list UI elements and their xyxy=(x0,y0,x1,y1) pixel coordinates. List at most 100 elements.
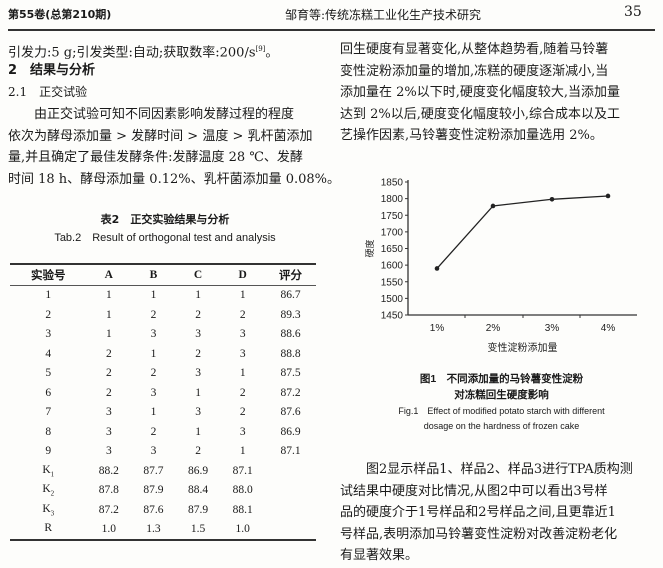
paragraph-tpa: 图2显示样品1、样品2、样品3进行TPA质构测 试结果中硬度对比情况,从图2中可… xyxy=(340,459,633,567)
table-row: 1 1 1 1 1 86.7 xyxy=(10,285,316,305)
section-heading: 2 结果与分析 xyxy=(8,63,96,78)
header-rule xyxy=(8,29,655,31)
y-tick-label: 1750 xyxy=(381,211,404,222)
figure-caption-en-1: Fig.1 Effect of modified potato starch w… xyxy=(398,406,605,416)
label-text: K xyxy=(42,463,51,476)
table-cell xyxy=(265,461,316,481)
text-line: 依次为酵母添加量 > 发酵时间 > 温度 > 乳杆菌添加 xyxy=(8,128,313,144)
y-tick-label: 1600 xyxy=(381,261,404,272)
table-cell: 88.1 xyxy=(232,503,253,516)
text-line: 时间 18 h、酵母添加量 0.12%、乳杆菌添加量 0.08%。 xyxy=(8,171,341,187)
table-title-en: Tab.2 Result of orthogonal test and anal… xyxy=(54,232,276,244)
running-title: 邹育等:传统冻糕工业化生产技术研究 xyxy=(285,8,482,22)
table-cell: 3 xyxy=(195,367,201,380)
text-line: 品的硬度介于1号样品和2号样品之间,且更靠近1 xyxy=(340,505,616,520)
table-cell: 2 xyxy=(150,308,157,321)
paragraph-hardness: 回生硬度有显著变化,从整体趋势看,随着马铃薯 变性淀粉添加量的增加,冻糕的硬度逐… xyxy=(340,39,620,147)
x-tick-label: 1% xyxy=(430,323,445,334)
table-cell xyxy=(265,481,316,501)
text-line: 图2显示样品1、样品2、样品3进行TPA质构测 xyxy=(340,462,633,477)
table-cell: 1 xyxy=(150,289,157,302)
series-line xyxy=(436,195,609,269)
table-cell: 3 xyxy=(195,328,201,341)
table-cell: 2 xyxy=(105,347,112,360)
table-cell: 3 xyxy=(105,445,112,458)
table-cell: 3 xyxy=(239,347,246,360)
method-line: 引发力:5 g;引发类型:自动;获取数率:200/s[9]。 xyxy=(8,39,278,64)
table-header-row: 实验号 A B C D 评分 xyxy=(10,264,316,285)
citation: [9] xyxy=(255,45,266,53)
table-cell: 7 xyxy=(45,406,52,419)
summary-row: K3 87.2 87.6 87.9 88.1 xyxy=(10,500,316,520)
summary-row: K1 88.2 87.7 86.9 87.1 xyxy=(10,461,316,481)
table-cell: 87.9 xyxy=(143,484,164,497)
y-axis-label: 硬度 xyxy=(364,239,376,257)
table-cell: 1 xyxy=(45,289,52,302)
table-cell: 9 xyxy=(45,445,52,458)
table-cell: 88.0 xyxy=(232,484,253,497)
text-line: 试结果中硬度对比情况,从图2中可以看出3号样 xyxy=(340,483,608,499)
y-tick-label: 1550 xyxy=(381,277,404,288)
table-cell: 1.3 xyxy=(146,523,161,536)
table-cell: 3 xyxy=(105,406,112,419)
table-row: 9 3 3 2 1 87.1 xyxy=(10,442,316,462)
table-cell: 87.2 xyxy=(98,503,119,516)
table-cell: 8 xyxy=(45,425,52,438)
table-cell: 1 xyxy=(105,328,112,341)
label-text: K xyxy=(42,483,51,496)
table-cell: 3 xyxy=(150,328,157,341)
column-header: A xyxy=(104,268,113,281)
label-subscript: 3 xyxy=(50,508,55,517)
figure-caption-cn-1: 图1 不同添加量的马铃薯变性淀粉 xyxy=(419,373,584,385)
table-cell: 87.2 xyxy=(280,386,301,399)
table-cell: 88.8 xyxy=(280,347,301,360)
label-subscript: 2 xyxy=(50,489,55,498)
data-point xyxy=(434,266,440,271)
table-cell: 2 xyxy=(239,406,246,419)
figure-caption-cn-2: 对冻糕回生硬度影响 xyxy=(454,389,549,401)
x-axis-label: 变性淀粉添加量 xyxy=(488,341,558,354)
column-header: 评分 xyxy=(279,267,302,282)
table-row: 5 2 2 3 1 87.5 xyxy=(10,364,316,384)
hardness-chart: 1850 1800 1750 1700 1650 1600 1550 1500 1450 1% 2%… xyxy=(364,178,637,354)
table-cell: 2 xyxy=(150,367,157,380)
table-cell: 3 xyxy=(239,425,246,438)
row-label: R xyxy=(10,520,87,541)
text-line: 变性淀粉添加量的增加,冻糕的硬度逐渐减小,当 xyxy=(340,63,609,79)
table-cell: 1 xyxy=(150,347,157,360)
table-cell: 86.9 xyxy=(188,464,209,477)
table-cell: 1 xyxy=(150,406,157,419)
text-line: 艺操作因素,马铃薯变性淀粉添加量选用 2%。 xyxy=(340,128,603,143)
paragraph-orthogonal: 由正交试验可知不同因素影响发酵过程的程度 依次为酵母添加量 > 发酵时间 > 温… xyxy=(8,104,340,190)
y-tick-label: 1700 xyxy=(381,227,404,238)
table-row: 6 2 3 1 2 87.2 xyxy=(10,383,316,403)
column-header: B xyxy=(149,268,158,281)
table-cell: 1.5 xyxy=(190,523,206,536)
page-number: 35 xyxy=(624,4,642,20)
table-row: 2 1 2 2 2 89.3 xyxy=(10,305,316,325)
table-cell: 2 xyxy=(195,445,201,458)
table-row: 7 3 1 3 2 87.6 xyxy=(10,403,316,423)
table-cell: 87.6 xyxy=(143,503,164,516)
table-cell: 6 xyxy=(45,386,52,399)
label-text: R xyxy=(44,522,53,535)
table-cell: 1 xyxy=(195,289,201,302)
row-label: K1 xyxy=(10,461,87,481)
data-point xyxy=(605,193,611,199)
table-cell xyxy=(265,520,316,541)
table-cell: 2 xyxy=(195,347,201,360)
table-cell: 3 xyxy=(195,406,201,419)
y-tick-label: 1800 xyxy=(381,194,404,205)
table-cell: 88.6 xyxy=(280,328,301,341)
table-cell xyxy=(265,500,316,520)
text-line: 号样品,表明添加马铃薯变性淀粉对改善淀粉老化 xyxy=(340,526,618,542)
table-row: 4 2 1 2 3 88.8 xyxy=(10,344,316,364)
text-line: 由正交试验可知不同因素影响发酵过程的程度 xyxy=(8,107,295,122)
table-cell: 1 xyxy=(105,308,112,321)
summary-row: R 1.0 1.3 1.5 1.0 xyxy=(10,520,316,541)
table-cell: 1 xyxy=(239,445,246,458)
text-line: 量,并且确定了最佳发酵条件:发酵温度 28 ℃、发酵 xyxy=(8,150,303,165)
method-text: 引发力:5 g;引发类型:自动;获取数率:200/s xyxy=(8,45,256,61)
table-cell: 2 xyxy=(105,367,112,380)
table-cell: 3 xyxy=(105,425,112,438)
